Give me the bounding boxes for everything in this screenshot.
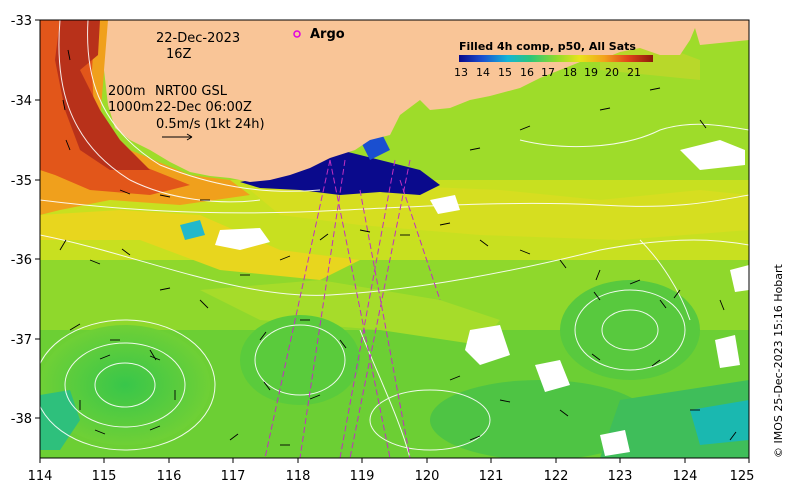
lon-tick: 122 [544,469,569,484]
colorbar: Filled 4h comp, p50, All Sats 13 14 15 1… [454,40,653,79]
depth-shallow-label: 200m [108,84,145,99]
plot-frame [39,19,750,459]
colorbar-tick: 15 [498,66,512,79]
lat-tick: -37 [11,333,32,348]
product-time-label: 22-Dec 06:00Z [155,100,252,115]
argo-label: Argo [310,27,345,42]
lon-tick: 117 [221,469,246,484]
colorbar-tick: 18 [563,66,577,79]
lon-tick: 116 [157,469,182,484]
argo-tracks [264,159,441,458]
colorbar-tick: 21 [627,66,641,79]
argo-legend: Argo [293,27,345,42]
lat-tick: -36 [11,253,32,268]
current-vectors [59,49,737,446]
colorbar-tick: 13 [454,66,468,79]
lat-tick: -35 [11,174,32,189]
dynamic-height-contours [40,20,749,458]
colorbar-tick: 17 [541,66,555,79]
lon-tick: 115 [92,469,117,484]
colorbar-gradient [459,55,653,62]
lon-tick: 125 [730,469,755,484]
velocity-scale-label: 0.5m/s (1kt 24h) [156,117,265,132]
product-label: NRT00 GSL [155,84,228,99]
lon-tick: 119 [350,469,375,484]
colorbar-tick: 19 [584,66,598,79]
colorbar-tick: 16 [520,66,534,79]
colorbar-title: Filled 4h comp, p50, All Sats [459,40,636,53]
lat-tick: -34 [11,94,32,109]
map-hour: 16Z [166,47,192,62]
colorbar-tick: 14 [476,66,490,79]
axis-ticks [35,19,750,463]
colorbar-tick: 20 [605,66,619,79]
lon-tick: 123 [608,469,633,484]
sst-field [40,20,749,458]
lon-tick: 120 [415,469,440,484]
lon-tick: 121 [479,469,504,484]
depth-deep-label: 1000m [108,100,154,115]
lat-tick-labels: -33 -34 -35 -36 -37 -38 [11,14,32,427]
lon-tick-labels: 114 115 116 117 118 119 120 121 122 123 … [28,469,755,484]
lon-tick: 124 [673,469,698,484]
lon-tick: 118 [286,469,311,484]
lon-tick: 114 [28,469,53,484]
argo-marker-icon [293,30,301,38]
credit-text: © IMOS 25-Dec-2023 15:16 Hobart [772,263,785,458]
lat-tick: -38 [11,412,32,427]
velocity-scale-arrow [162,133,193,141]
lat-tick: -33 [11,14,32,29]
map-date: 22-Dec-2023 [156,31,240,46]
